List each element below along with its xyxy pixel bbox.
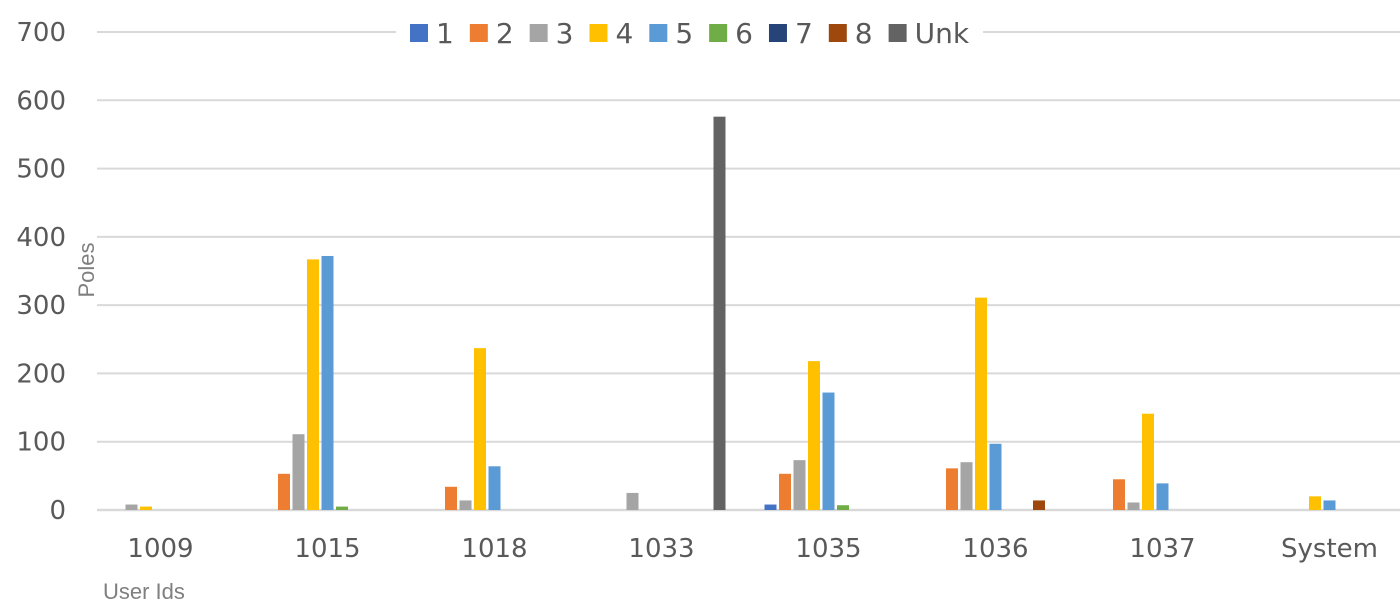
y-tick-label: 100	[16, 428, 66, 458]
legend-label-4: 4	[615, 17, 633, 50]
x-axis-title: User Ids	[103, 579, 185, 604]
bar-1035-series-1	[764, 504, 777, 510]
legend-swatch-1	[410, 24, 428, 42]
legend-label-6: 6	[735, 17, 753, 50]
bar-1035-series-5	[822, 392, 835, 510]
legend-label-7: 7	[795, 17, 813, 50]
bar-System-series-5	[1323, 500, 1336, 510]
legend-label-2: 2	[496, 17, 514, 50]
legend-label-1: 1	[436, 17, 454, 50]
bar-1018-series-2	[445, 486, 457, 510]
bar-1009-series-3	[125, 504, 138, 510]
x-tick-label: 1009	[127, 534, 193, 564]
legend-swatch-2	[469, 24, 488, 42]
y-tick-label: 400	[16, 223, 66, 253]
bar-1015-series-4	[307, 259, 319, 510]
bar-1035-series-2	[779, 473, 791, 510]
bar-1015-series-5	[321, 255, 334, 510]
bar-1015-series-2	[278, 473, 290, 510]
y-tick-label: 500	[16, 155, 66, 185]
legend-swatch-3	[529, 24, 548, 42]
y-tick-label: 300	[16, 291, 66, 321]
bar-1009-series-4	[140, 506, 152, 510]
bar-System-series-4	[1309, 496, 1321, 510]
legend: 1 2 3 4 5 6 7 8 Unk	[410, 17, 970, 50]
bar-1033-series-unk	[713, 116, 726, 510]
bar-1015-series-3	[292, 434, 305, 510]
bar-1033-series-3	[626, 492, 639, 510]
x-tick-label: 1015	[294, 534, 360, 564]
y-axis-ticks: 0 100 200 300 400 500 600 700	[16, 18, 66, 526]
bar-1018-series-5	[488, 466, 501, 510]
bar-1015-series-6	[336, 506, 348, 510]
y-tick-label: 200	[16, 359, 66, 389]
bar-1035-series-6	[837, 505, 849, 510]
x-tick-label: 1037	[1129, 534, 1195, 564]
x-tick-label: 1036	[962, 534, 1028, 564]
bar-1036-series-3	[960, 462, 973, 510]
x-axis-ticks: 1009 1015 1018 1033 1035 1036 1037 System	[127, 534, 1378, 564]
bar-1037-series-2	[1113, 479, 1125, 510]
gridlines	[97, 31, 1400, 512]
legend-label-8: 8	[855, 17, 873, 50]
x-tick-label: 1033	[628, 534, 694, 564]
legend-label-5: 5	[675, 17, 693, 50]
legend-label-3: 3	[556, 17, 574, 50]
bar-1018-series-4	[474, 348, 486, 510]
legend-swatch-5	[649, 24, 668, 42]
legend-swatch-6	[709, 24, 728, 42]
legend-swatch-4	[589, 24, 608, 42]
legend-swatch-8	[828, 24, 847, 42]
x-tick-label: 1018	[461, 534, 527, 564]
x-tick-label: System	[1281, 534, 1378, 564]
bar-1035-series-3	[793, 460, 806, 510]
legend-background	[396, 11, 984, 55]
legend-swatch-7	[768, 24, 787, 42]
bar-1035-series-4	[808, 361, 820, 510]
bar-1036-series-4	[975, 297, 987, 510]
bar-1036-series-2	[946, 468, 958, 510]
bar-1036-series-8	[1033, 500, 1045, 510]
legend-label-unk: Unk	[915, 17, 970, 50]
x-tick-label: 1035	[795, 534, 861, 564]
legend-swatch-unk	[888, 24, 907, 42]
y-tick-label: 0	[49, 496, 66, 526]
bar-1037-series-5	[1156, 483, 1169, 510]
bars	[125, 116, 1336, 510]
y-tick-label: 700	[16, 18, 66, 48]
bar-1018-series-3	[459, 500, 472, 510]
y-tick-label: 600	[16, 86, 66, 116]
bar-1037-series-3	[1127, 502, 1140, 510]
y-axis-title: Poles	[74, 242, 99, 297]
bar-1036-series-5	[989, 443, 1002, 510]
bar-1037-series-4	[1142, 413, 1154, 510]
